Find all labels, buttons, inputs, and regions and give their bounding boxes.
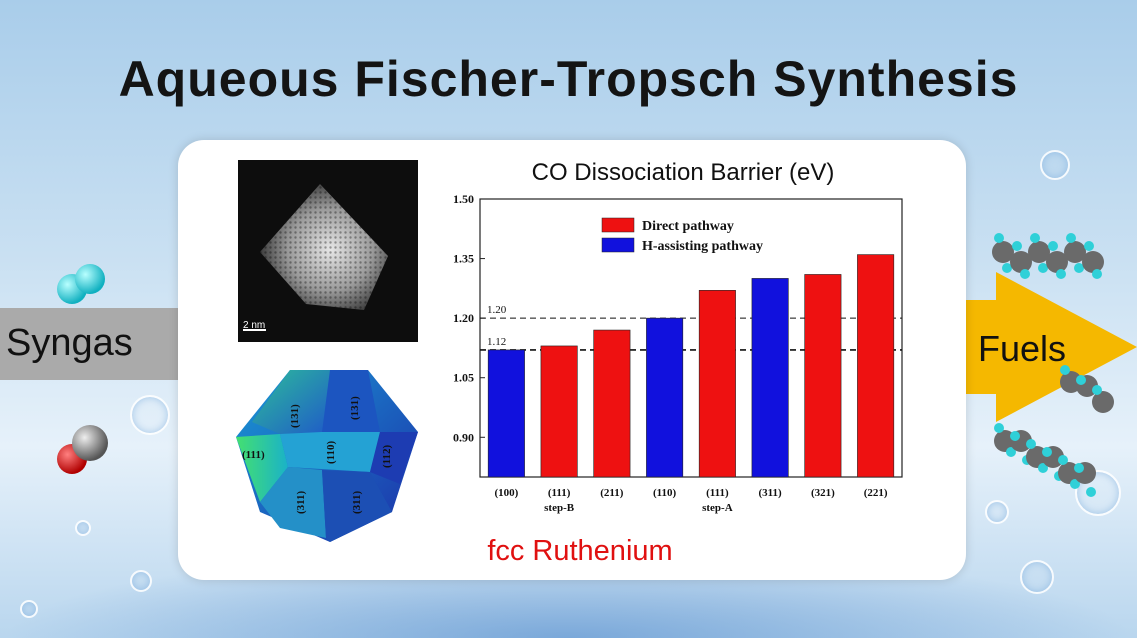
atom-sphere — [1038, 263, 1048, 273]
y-tick-label: 1.35 — [453, 252, 474, 266]
atom-sphere — [1084, 241, 1094, 251]
x-tick-sublabel: step-B — [544, 502, 575, 514]
co-molecule-icon — [57, 425, 108, 474]
atom-sphere — [1092, 385, 1102, 395]
facet-label: (311) — [351, 490, 363, 514]
bar — [593, 329, 631, 478]
h2-molecule-icon — [57, 264, 105, 304]
atom-sphere — [1030, 233, 1040, 243]
bubble — [130, 395, 170, 435]
y-tick-label: 1.05 — [453, 371, 474, 385]
bar — [540, 345, 578, 478]
y-tick-label: 0.90 — [453, 430, 474, 444]
atom-sphere — [1060, 365, 1070, 375]
atom-sphere — [1020, 269, 1030, 279]
x-tick-label: (111) — [706, 487, 729, 499]
bubble — [130, 570, 152, 592]
atom-sphere — [1006, 447, 1016, 457]
bubble — [20, 600, 38, 618]
atom-sphere — [1026, 439, 1036, 449]
scale-bar-label: 2 nm — [243, 320, 266, 331]
atom-sphere — [994, 423, 1004, 433]
atom-sphere — [1092, 269, 1102, 279]
plot-frame — [479, 198, 903, 478]
atom-sphere — [1074, 263, 1084, 273]
bubble — [1040, 150, 1070, 180]
atom-sphere — [992, 241, 1014, 263]
atom-sphere — [1002, 263, 1012, 273]
facet-label: (112) — [381, 444, 393, 468]
atom-sphere — [1082, 251, 1104, 273]
x-tick-label: (321) — [811, 487, 835, 499]
atom-sphere — [1046, 251, 1068, 273]
x-tick-label: (111) — [548, 487, 571, 499]
bubble — [1020, 560, 1054, 594]
chart-title: CO Dissociation Barrier (eV) — [532, 159, 835, 186]
legend-label: H-assisting pathway — [642, 239, 763, 254]
facet-label: (111) — [242, 449, 265, 461]
bar — [857, 254, 895, 478]
atom-sphere — [1028, 241, 1050, 263]
bar — [646, 317, 684, 478]
x-tick-label: (100) — [494, 487, 518, 499]
facet-label: (311) — [295, 490, 307, 514]
atom-sphere — [994, 233, 1004, 243]
atom-sphere — [1056, 269, 1066, 279]
bar — [487, 349, 525, 478]
atom-sphere — [1066, 233, 1076, 243]
legend-swatch — [601, 237, 635, 253]
y-tick-label: 1.20 — [453, 311, 474, 325]
page-title: Aqueous Fischer-Tropsch Synthesis — [118, 51, 1019, 107]
reference-line-label: 1.20 — [487, 304, 507, 316]
tem-image: 2 nm — [238, 160, 418, 342]
atom-sphere — [1038, 463, 1048, 473]
x-tick-sublabel: step-A — [702, 502, 733, 514]
atom-sphere — [1070, 479, 1080, 489]
crystal-facet-model: (111) (131) (131) (110) (112) (311) (311… — [236, 370, 418, 542]
atom-sphere — [1010, 431, 1020, 441]
hydrocarbon-molecules-icon — [992, 233, 1114, 497]
atom-sphere — [1076, 375, 1086, 385]
x-tick-label: (311) — [759, 487, 783, 499]
bubble — [985, 500, 1009, 524]
reference-line-label: 1.12 — [487, 336, 506, 348]
atom-sphere — [1010, 251, 1032, 273]
facet-label: (110) — [325, 440, 337, 464]
bar — [804, 274, 842, 478]
barrier-bar-chart: CO Dissociation Barrier (eV) 0.90 1.05 1.2… — [453, 159, 903, 514]
bubble — [1075, 470, 1121, 516]
syngas-label: Syngas — [6, 322, 133, 364]
legend-swatch — [601, 217, 635, 233]
ruthenium-label: fcc Ruthenium — [487, 535, 673, 567]
atom-sphere — [1086, 487, 1096, 497]
atom-sphere — [1058, 455, 1068, 465]
bar — [751, 278, 789, 478]
bar — [698, 290, 736, 478]
x-tick-label: (110) — [653, 487, 677, 499]
syngas-arrow-bar — [0, 308, 178, 380]
atom-sphere — [1074, 463, 1084, 473]
fuels-arrow — [966, 272, 1137, 422]
bubble — [75, 520, 91, 536]
atom-sphere — [1064, 241, 1086, 263]
atom-sphere — [1042, 447, 1052, 457]
y-tick-label: 1.50 — [453, 192, 474, 206]
atom-sphere — [1092, 391, 1114, 413]
facet-labels: (111) (131) (131) (110) (112) (311) (311… — [242, 396, 393, 514]
x-tick-label: (221) — [864, 487, 888, 499]
atom-sphere — [1012, 241, 1022, 251]
fuels-label: Fuels — [978, 328, 1067, 369]
facet-label: (131) — [349, 396, 361, 420]
atom-sphere — [1048, 241, 1058, 251]
x-tick-label: (211) — [600, 487, 624, 499]
legend-label: Direct pathway — [642, 219, 734, 234]
facet-label: (131) — [289, 404, 301, 428]
